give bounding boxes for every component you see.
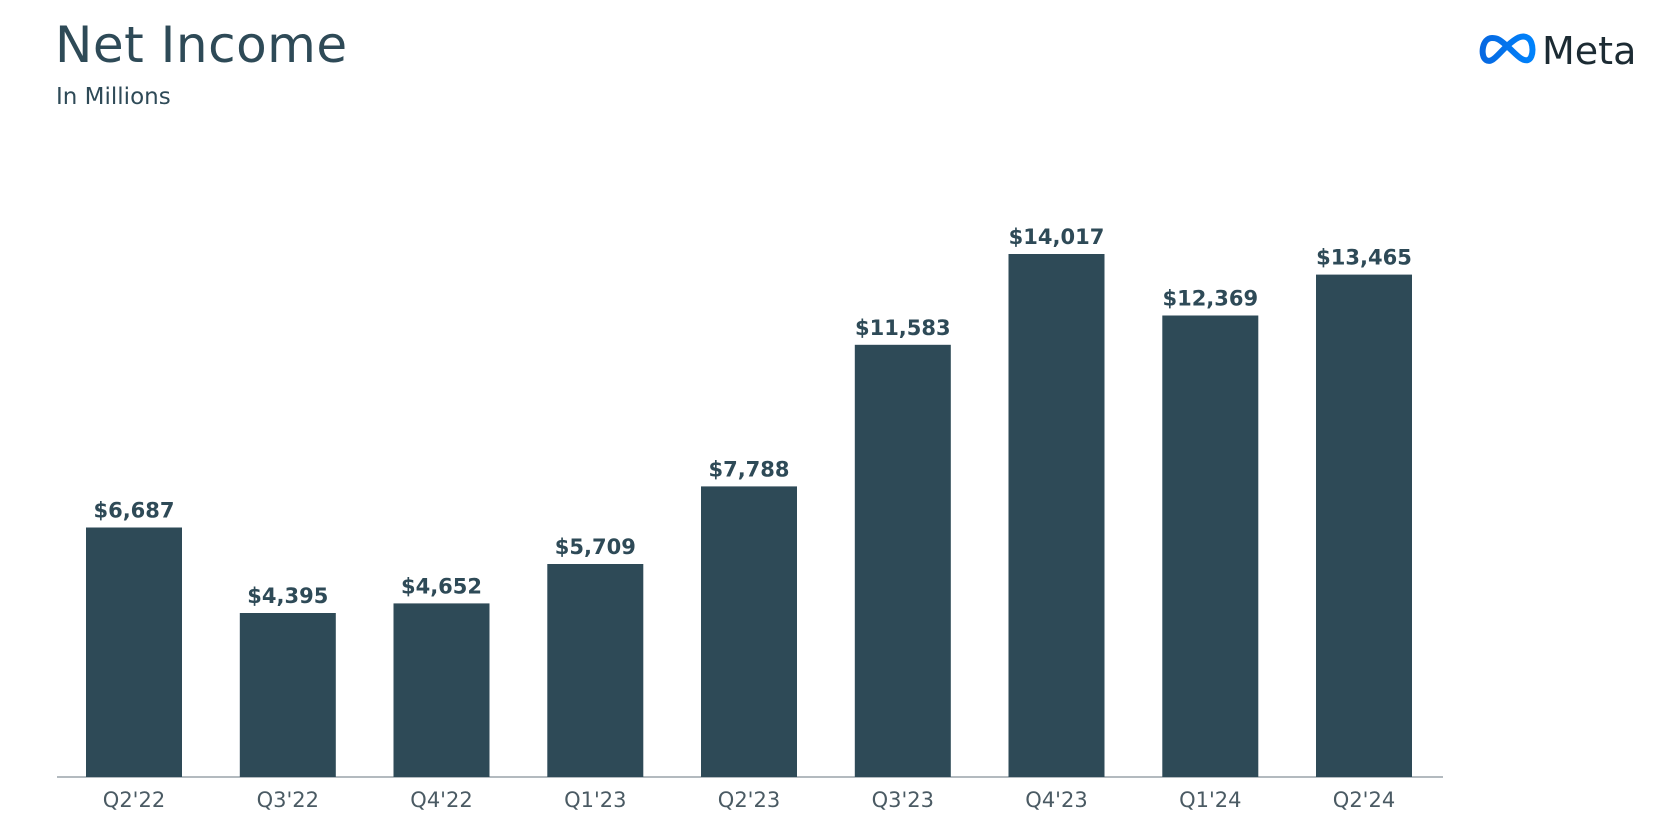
value-label: $7,788 [708,457,789,481]
value-label: $14,017 [1009,225,1105,249]
page-subtitle: In Millions [56,84,171,110]
value-label: $6,687 [93,499,174,523]
meta-infinity-icon [1478,32,1536,70]
category-label: Q2'23 [718,788,780,812]
category-label: Q4'22 [410,788,472,812]
category-label: Q1'23 [564,788,626,812]
value-label: $12,369 [1162,287,1258,311]
category-label: Q3'23 [872,788,934,812]
category-label: Q3'22 [257,788,319,812]
meta-logo-text: Meta [1542,29,1637,73]
bar-Q2'22 [86,527,182,777]
bar-Q1'24 [1162,315,1259,777]
bar-Q3'22 [239,613,336,777]
category-label: Q2'22 [103,788,165,812]
meta-logo: Meta [1478,26,1636,76]
category-label: Q1'24 [1179,788,1241,812]
value-label: $4,652 [401,574,482,598]
value-label: $5,709 [555,535,636,559]
bar-Q2'23 [701,486,797,777]
bar-Q4'23 [1008,254,1105,777]
value-label: $13,465 [1316,246,1412,270]
category-label: Q4'23 [1025,788,1087,812]
bar-Q1'23 [547,564,644,777]
value-label: $11,583 [855,316,951,340]
page-title: Net Income [55,16,348,74]
bar-Q4'22 [393,603,490,777]
value-label: $4,395 [247,584,328,608]
bar-Q2'24 [1316,274,1412,777]
bar-Q3'23 [854,344,951,777]
category-label: Q2'24 [1333,788,1395,812]
